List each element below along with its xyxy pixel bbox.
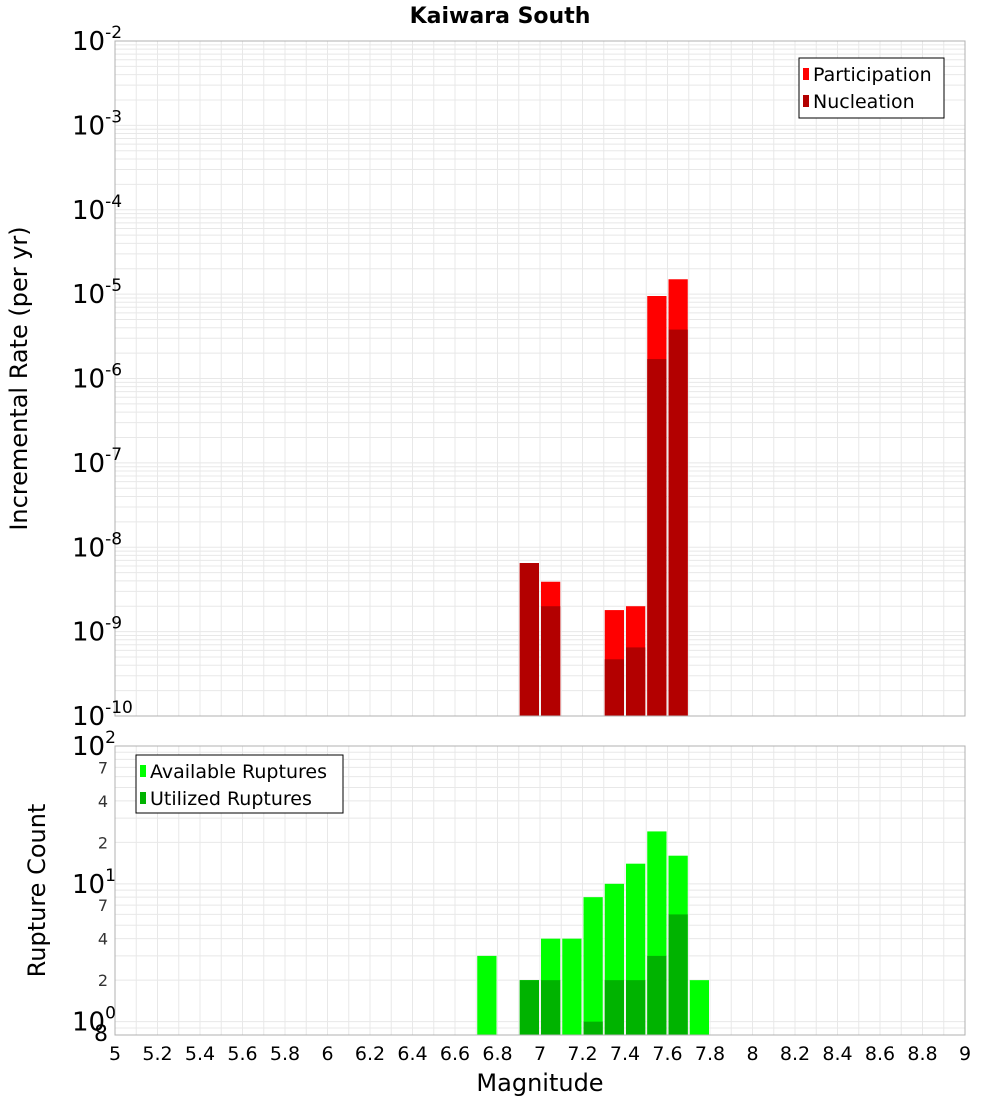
rate-bars xyxy=(519,279,688,716)
bar-utilized-ruptures xyxy=(604,980,624,1035)
x-tick-label: 5.6 xyxy=(227,1043,257,1065)
x-tick-label: 5.4 xyxy=(185,1043,215,1065)
count-legend: Available Ruptures Utilized Ruptures xyxy=(135,754,344,814)
x-tick-label: 7.2 xyxy=(567,1043,597,1065)
x-tick-label: 6.2 xyxy=(355,1043,385,1065)
x-tick-label: 6.6 xyxy=(440,1043,470,1065)
count-y-axis-label: Rupture Count xyxy=(23,804,51,978)
y-minor-tick-label: 8 xyxy=(94,1022,108,1047)
x-tick-label: 6 xyxy=(321,1043,333,1065)
legend-label: Utilized Ruptures xyxy=(150,788,312,810)
bar-nucleation xyxy=(668,329,688,716)
y-tick-label: 100 xyxy=(72,1004,116,1038)
count-bars xyxy=(477,831,709,1035)
bar-nucleation xyxy=(626,647,646,716)
y-tick-label: 10-3 xyxy=(72,107,122,141)
x-tick-label: 8.6 xyxy=(865,1043,895,1065)
y-tick-label: 102 xyxy=(72,728,116,762)
legend-swatch xyxy=(803,68,809,80)
x-tick-label: 7 xyxy=(534,1043,546,1065)
count-y-tick-labels: 100 101 102 8 2 4 7 2 4 7 xyxy=(72,728,116,1047)
bar-nucleation xyxy=(519,563,539,716)
x-tick-label: 8.2 xyxy=(780,1043,810,1065)
x-tick-label: 5.2 xyxy=(142,1043,172,1065)
x-tick-label: 8 xyxy=(746,1043,758,1065)
count-x-tick-labels: 5 5.2 5.4 5.6 5.8 6 6.2 6.4 6.6 6.8 7 7.2 7.4 7.6 7.8 8… xyxy=(109,1043,971,1065)
x-tick-label: 8.8 xyxy=(907,1043,937,1065)
x-tick-label: 7.6 xyxy=(652,1043,682,1065)
bar-utilized-ruptures xyxy=(626,980,646,1035)
legend-box xyxy=(798,57,945,119)
y-minor-tick-label: 2 xyxy=(98,833,108,852)
y-minor-tick-label: 7 xyxy=(98,896,108,915)
x-tick-label: 7.4 xyxy=(610,1043,640,1065)
bar-utilized-ruptures xyxy=(541,980,561,1035)
x-tick-label: 5 xyxy=(109,1043,121,1065)
bar-available-ruptures xyxy=(689,980,709,1035)
rate-y-axis-label: Incremental Rate (per yr) xyxy=(5,226,33,530)
y-tick-label: 10-2 xyxy=(72,23,122,57)
x-tick-label: 5.8 xyxy=(270,1043,300,1065)
x-tick-label: 9 xyxy=(959,1043,971,1065)
bar-available-ruptures xyxy=(562,938,582,1035)
bar-available-ruptures xyxy=(583,897,603,1035)
bar-utilized-ruptures xyxy=(668,914,688,1035)
bar-available-ruptures xyxy=(477,955,497,1035)
x-tick-label: 6.4 xyxy=(397,1043,427,1065)
y-minor-tick-label: 4 xyxy=(98,792,108,811)
x-axis-label: Magnitude xyxy=(476,1069,603,1097)
x-tick-label: 7.8 xyxy=(695,1043,725,1065)
y-tick-label: 10-10 xyxy=(72,698,133,732)
y-tick-label: 10-9 xyxy=(72,614,122,648)
y-minor-tick-label: 2 xyxy=(98,971,108,990)
count-panel: 100 101 102 8 2 4 7 2 4 7 5 5.2 5.4 5.6 5.8 6 6.2 6.4 6.6… xyxy=(23,728,971,1097)
legend-swatch xyxy=(803,95,809,107)
rate-plot-frame xyxy=(114,40,966,717)
bar-nucleation xyxy=(604,659,624,716)
rate-y-tick-labels: 10-10 10-9 10-8 10-7 10-6 10-5 10-4 10-3 10-2 xyxy=(72,23,133,732)
count-plot-frame xyxy=(114,745,966,1036)
y-tick-label: 10-4 xyxy=(72,192,122,226)
bar-nucleation xyxy=(541,606,561,716)
rate-legend: Participation Nucleation xyxy=(798,57,945,119)
bar-utilized-ruptures xyxy=(583,1021,603,1035)
legend-label: Nucleation xyxy=(813,91,915,113)
legend-swatch xyxy=(140,792,146,804)
legend-swatch xyxy=(140,765,146,777)
legend-box xyxy=(135,754,344,814)
y-tick-label: 10-7 xyxy=(72,445,122,479)
rate-grid xyxy=(114,40,966,717)
x-tick-label: 8.4 xyxy=(822,1043,852,1065)
legend-label: Available Ruptures xyxy=(150,761,327,783)
y-minor-tick-label: 4 xyxy=(98,930,108,949)
bar-utilized-ruptures xyxy=(647,955,667,1035)
y-minor-tick-label: 7 xyxy=(98,758,108,777)
y-tick-label: 10-5 xyxy=(72,276,122,310)
y-tick-label: 10-8 xyxy=(72,529,122,563)
chart-title: Kaiwara South xyxy=(410,4,591,29)
bar-nucleation xyxy=(647,359,667,716)
x-tick-label: 6.8 xyxy=(482,1043,512,1065)
bar-utilized-ruptures xyxy=(519,980,539,1035)
legend-label: Participation xyxy=(813,64,932,86)
y-tick-label: 101 xyxy=(72,866,116,900)
y-tick-label: 10-6 xyxy=(72,361,122,395)
rate-panel: 10-10 10-9 10-8 10-7 10-6 10-5 10-4 10-3 10-2 In… xyxy=(5,23,966,732)
